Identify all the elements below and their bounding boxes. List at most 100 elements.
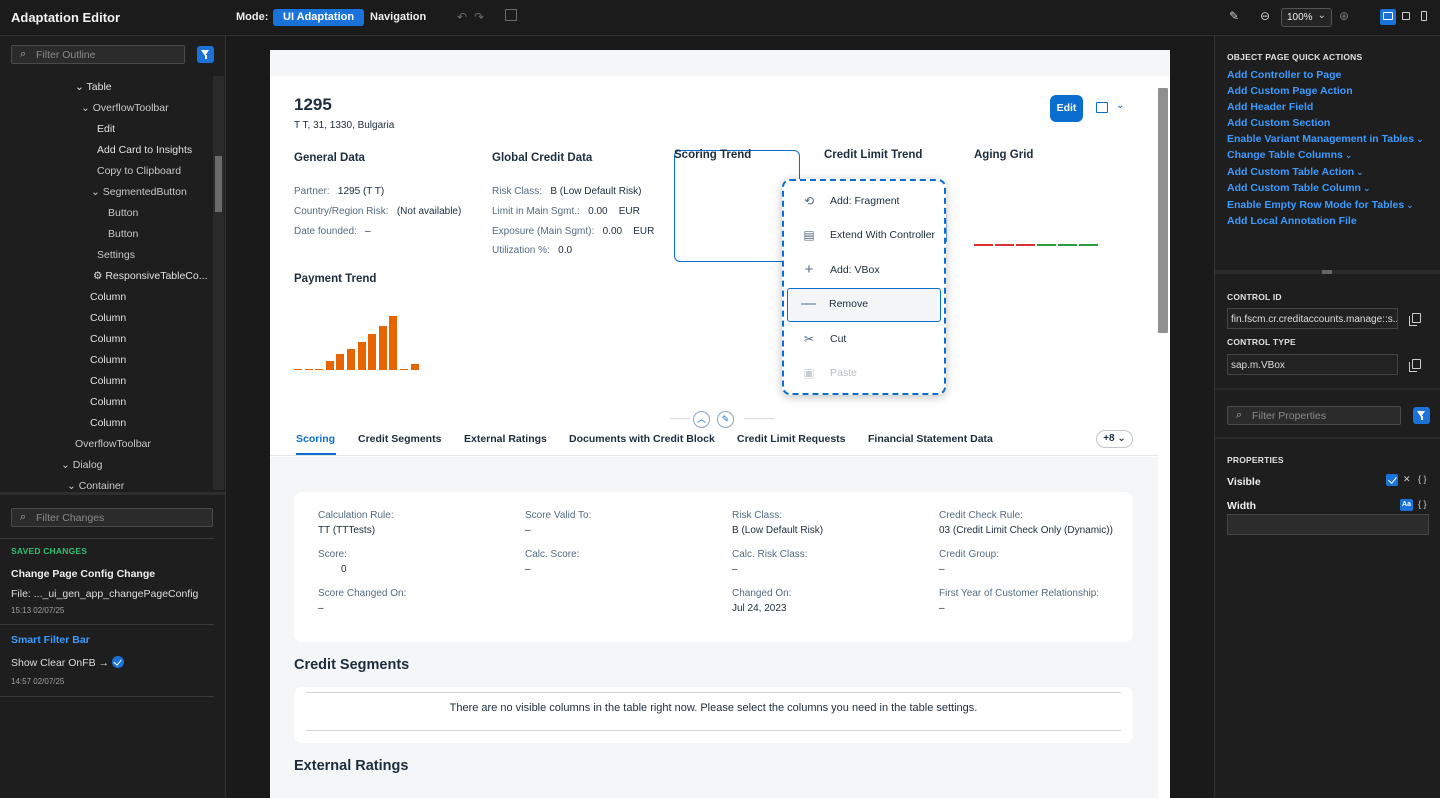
field-label: Calc. Score: — [525, 549, 580, 560]
zoom-out-icon[interactable]: ⊖ — [1260, 9, 1271, 23]
quick-action-variant-management[interactable]: Enable Variant Management in Tables ⌄ — [1227, 133, 1424, 145]
zoom-in-icon[interactable]: ⊕ — [1339, 9, 1350, 23]
field-value: – — [525, 525, 531, 536]
outline-node[interactable]: ⌄ Container — [67, 480, 125, 490]
binding-icon[interactable]: { } — [1418, 499, 1427, 509]
object-page: 1295 T T, 31, 1330, Bulgaria Edit ⌄ Gene… — [270, 50, 1170, 798]
paste-icon: ▣ — [803, 366, 815, 380]
undo-icon[interactable]: ↶ — [457, 10, 468, 24]
outline-node[interactable]: Column — [90, 417, 127, 429]
chevron-down-icon: ⌄ — [1317, 10, 1326, 21]
navigation-mode-button[interactable]: Navigation — [370, 11, 427, 23]
field-value: 0 — [341, 564, 347, 575]
desktop-device-icon[interactable] — [1380, 9, 1396, 25]
copy-icon[interactable] — [1409, 313, 1421, 326]
outline-node[interactable]: Button — [108, 207, 139, 219]
edit-button[interactable]: Edit — [1050, 95, 1083, 122]
tab-external-ratings[interactable]: External Ratings — [464, 433, 547, 445]
outline-node[interactable]: Button — [108, 228, 139, 240]
outline-scrollbar[interactable] — [213, 76, 224, 490]
paint-icon[interactable]: ✎ — [1229, 9, 1240, 23]
redo-icon[interactable]: ↷ — [474, 10, 485, 24]
ui-adaptation-mode-button[interactable]: UI Adaptation — [273, 9, 365, 26]
quick-action-add-header-field[interactable]: Add Header Field — [1227, 101, 1314, 113]
tab-credit-segments[interactable]: Credit Segments — [358, 433, 442, 445]
outline-node[interactable]: Column — [90, 396, 127, 408]
filter-outline-button[interactable] — [197, 46, 214, 63]
change-timestamp: 14:57 02/07/25 — [11, 677, 65, 686]
text-type-icon[interactable]: Aa — [1400, 499, 1413, 511]
outline-node[interactable]: ⌄ Dialog — [61, 459, 103, 471]
outline-node[interactable]: Column — [90, 312, 127, 324]
menu-item-add-fragment[interactable]: ⟲ Add: Fragment — [803, 194, 900, 208]
panel-splitter[interactable] — [0, 492, 225, 495]
page-scrollbar[interactable] — [1158, 88, 1168, 333]
quick-action-custom-table-action[interactable]: Add Custom Table Action ⌄ — [1227, 166, 1364, 178]
outline-node[interactable]: Edit — [97, 123, 116, 135]
field-label: Score Changed On: — [318, 588, 407, 599]
phone-device-icon[interactable] — [1416, 9, 1432, 25]
payment-bar — [336, 354, 345, 370]
more-tabs-button[interactable]: +8 ⌄ — [1096, 430, 1133, 448]
object-subtitle: T T, 31, 1330, Bulgaria — [294, 120, 395, 131]
tablet-device-icon[interactable] — [1398, 9, 1414, 25]
outline-node[interactable]: Copy to Clipboard — [97, 165, 182, 177]
outline-node[interactable]: Column — [90, 354, 127, 366]
global-credit-title: Global Credit Data — [492, 152, 593, 164]
zoom-select[interactable]: 100% ⌄ — [1281, 8, 1332, 27]
outline-node[interactable]: Settings — [97, 249, 135, 261]
menu-item-paste[interactable]: ▣ Paste — [803, 366, 857, 380]
outline-node[interactable]: ⌄ OverflowToolbar — [81, 102, 169, 114]
quick-action-empty-row-mode[interactable]: Enable Empty Row Mode for Tables ⌄ — [1227, 199, 1414, 211]
utilization-field: Utilization %: 0.0 — [492, 245, 573, 256]
outline-node[interactable]: Add Card to Insights — [97, 144, 193, 156]
pin-header-icon[interactable]: ✎ — [717, 411, 734, 428]
quick-action-local-annotation[interactable]: Add Local Annotation File — [1227, 215, 1357, 227]
tab-credit-limit-requests[interactable]: Credit Limit Requests — [737, 433, 846, 445]
credit-segments-title: Credit Segments — [294, 657, 410, 673]
panel-splitter[interactable] — [1215, 270, 1440, 274]
credit-segments-card: There are no visible columns in the tabl… — [294, 687, 1133, 743]
quick-action-add-controller[interactable]: Add Controller to Page — [1227, 69, 1342, 81]
visible-checkbox[interactable] — [1386, 474, 1398, 486]
outline-node[interactable]: ⚙ ResponsiveTableCo... — [93, 270, 208, 282]
outline-node[interactable]: Column — [90, 291, 127, 303]
menu-item-remove[interactable]: — Remove — [787, 288, 941, 322]
binding-icon[interactable]: { } — [1418, 474, 1427, 484]
menu-item-cut[interactable]: ✂ Cut — [803, 332, 847, 346]
quick-action-add-page-action[interactable]: Add Custom Page Action — [1227, 85, 1353, 97]
menu-item-add-vbox[interactable]: + Add: VBox — [787, 254, 941, 288]
payment-bar — [389, 316, 398, 370]
quick-action-custom-table-column[interactable]: Add Custom Table Column ⌄ — [1227, 182, 1371, 194]
tab-documents-credit-block[interactable]: Documents with Credit Block — [569, 433, 715, 445]
outline-node[interactable]: ⌄ Table — [75, 81, 112, 93]
copy-icon[interactable] — [1409, 359, 1421, 372]
menu-item-extend-controller[interactable]: ▤ Extend With Controller — [803, 228, 936, 242]
save-icon[interactable] — [505, 9, 517, 21]
outline-node[interactable]: Column — [90, 375, 127, 387]
collapse-header-icon[interactable]: ︿ — [693, 411, 710, 428]
outline-node[interactable]: Column — [90, 333, 127, 345]
control-type-field[interactable]: sap.m.VBox — [1227, 354, 1398, 375]
empty-table-message: There are no visible columns in the tabl… — [449, 702, 978, 714]
tab-scoring[interactable]: Scoring — [296, 433, 336, 445]
payment-bar — [400, 368, 408, 370]
width-input[interactable] — [1227, 514, 1429, 535]
scoring-trend-title: Scoring Trend — [674, 149, 752, 161]
filter-properties-input[interactable]: ⌕ Filter Properties — [1227, 406, 1401, 425]
quick-action-change-columns[interactable]: Change Table Columns ⌄ — [1227, 149, 1353, 161]
filter-properties-button[interactable] — [1413, 407, 1430, 424]
aging-grid-title: Aging Grid — [974, 149, 1034, 161]
field-label: Risk Class: — [732, 510, 783, 521]
control-id-field[interactable]: fin.fscm.cr.creditaccounts.manage::s... — [1227, 308, 1398, 329]
share-icon[interactable] — [1096, 102, 1108, 113]
outline-node[interactable]: OverflowToolbar — [75, 438, 151, 450]
close-icon[interactable]: ✕ — [1403, 474, 1411, 484]
tab-financial-statement[interactable]: Financial Statement Data — [868, 433, 993, 445]
chevron-down-icon[interactable]: ⌄ — [1116, 100, 1125, 111]
filter-outline-input[interactable]: ⌕ Filter Outline — [11, 45, 185, 64]
quick-action-add-custom-section[interactable]: Add Custom Section — [1227, 117, 1331, 129]
outline-node[interactable]: ⌄ SegmentedButton — [91, 186, 187, 198]
zoom-value: 100% — [1287, 12, 1313, 23]
filter-changes-input[interactable]: ⌕ Filter Changes — [11, 508, 213, 527]
